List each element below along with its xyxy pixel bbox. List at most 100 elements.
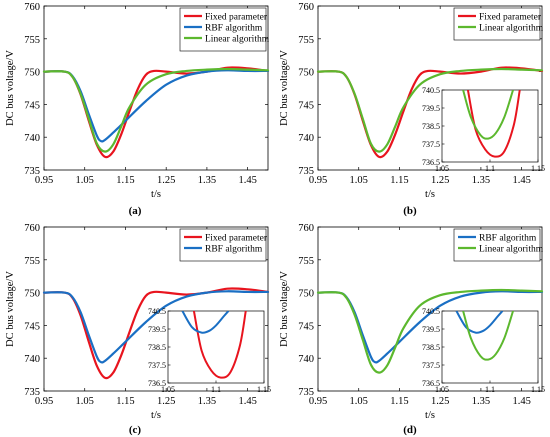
legend-label: RBF algorithm — [205, 245, 263, 255]
panel-caption: (c) — [129, 424, 142, 436]
x-tick-label: 1.25 — [431, 396, 449, 407]
inset-series-line-red — [192, 311, 247, 379]
inset-y-tick-label: 737.5 — [422, 140, 440, 149]
x-tick-label: 1.05 — [350, 396, 368, 407]
inset-y-tick-label: 737.5 — [148, 361, 166, 370]
y-tick-label: 750 — [298, 68, 314, 79]
y-tick-label: 735 — [298, 166, 314, 177]
inset-x-tick-label: 1.05 — [435, 385, 449, 394]
x-tick-label: 1.15 — [390, 396, 408, 407]
inset-series-line-blue — [455, 311, 504, 334]
inset-frame — [441, 310, 539, 384]
x-tick-label: 1.45 — [512, 396, 530, 407]
inset-series-line-green — [462, 90, 514, 140]
chart-panel-c: 0.95 1.05 1.15 1.25 1.35 1.45 735 740 745 750 755 7… — [5, 223, 271, 436]
panel-caption: (b) — [403, 205, 417, 217]
x-tick-label: 0.95 — [35, 396, 53, 407]
x-tick-label: 1.25 — [157, 175, 175, 186]
y-tick-label: 760 — [24, 223, 40, 234]
legend-label: Fixed parameter — [479, 13, 542, 23]
y-tick-label: 740 — [24, 133, 40, 144]
legend-box — [453, 228, 541, 262]
x-tick-label: 1.35 — [472, 396, 490, 407]
inset-y-tick-label: 736.5 — [148, 379, 166, 388]
inset-y-tick-label: 739.5 — [148, 325, 166, 334]
chart-panel-d: 0.95 1.05 1.15 1.25 1.35 1.45 735 740 745 750 755 7… — [279, 223, 545, 436]
x-tick-label: 1.15 — [390, 175, 408, 186]
chart-panel-b: 0.95 1.05 1.15 1.25 1.35 1.45 735 740 745 750 755 7… — [279, 2, 545, 217]
y-tick-label: 760 — [298, 223, 314, 234]
inset-series-line-blue — [181, 311, 230, 334]
legend-box — [453, 7, 541, 41]
y-tick-label: 745 — [298, 321, 314, 332]
series-line-green — [316, 288, 544, 374]
inset-y-tick-label: 737.5 — [422, 361, 440, 370]
inset-y-tick-label: 736.5 — [422, 158, 440, 167]
y-tick-label: 735 — [24, 387, 40, 398]
x-tick-label: 1.45 — [238, 396, 256, 407]
y-tick-label: 740 — [298, 354, 314, 365]
inset-y-tick-label: 739.5 — [422, 325, 440, 334]
y-axis-label: DC bus voltage/V — [279, 271, 290, 347]
y-axis-label: DC bus voltage/V — [279, 50, 290, 126]
x-tick-label: 1.35 — [198, 175, 216, 186]
x-tick-label: 0.95 — [309, 396, 327, 407]
y-tick-label: 740 — [24, 354, 40, 365]
inset-y-tick-label: 736.5 — [422, 379, 440, 388]
y-tick-label: 745 — [24, 100, 40, 111]
x-axis-label: t/s — [425, 189, 435, 200]
inset-frame — [441, 89, 539, 163]
series-line-blue — [42, 290, 270, 364]
y-tick-label: 740 — [298, 133, 314, 144]
chart-panel-a: 0.95 1.05 1.15 1.25 1.35 1.45 735 740 745 750 755 7… — [5, 2, 270, 217]
y-tick-label: 750 — [24, 68, 40, 79]
inset-zoom: 1.05 1.1 1.15 736.5 737.5 738.5 739.5 740.5 — [422, 86, 545, 173]
y-tick-label: 745 — [298, 100, 314, 111]
x-axis-label: t/s — [425, 410, 435, 421]
x-tick-label: 1.45 — [512, 175, 530, 186]
x-tick-label: 1.05 — [76, 175, 94, 186]
y-tick-label: 735 — [24, 166, 40, 177]
y-tick-label: 755 — [24, 35, 40, 46]
inset-x-tick-label: 1.1 — [485, 164, 495, 173]
inset-zoom: 1.05 1.1 1.15 736.5 737.5 738.5 739.5 740.5 — [422, 307, 545, 394]
inset-y-tick-label: 740.5 — [422, 86, 440, 95]
inset-y-tick-label: 739.5 — [422, 104, 440, 113]
legend-label: Linear algorithm — [479, 24, 544, 34]
inset-y-tick-label: 738.5 — [422, 343, 440, 352]
y-tick-label: 755 — [298, 256, 314, 267]
inset-x-tick-label: 1.05 — [435, 164, 449, 173]
y-tick-label: 750 — [24, 289, 40, 300]
x-tick-label: 1.05 — [350, 175, 368, 186]
y-tick-label: 760 — [298, 2, 314, 13]
inset-x-tick-label: 1.05 — [161, 385, 175, 394]
inset-y-tick-label: 738.5 — [422, 122, 440, 131]
inset-x-tick-label: 1.15 — [531, 385, 545, 394]
series-line-green — [42, 67, 270, 153]
y-tick-label: 760 — [24, 2, 40, 13]
inset-frame — [167, 310, 265, 384]
y-tick-label: 755 — [24, 256, 40, 267]
x-tick-label: 1.45 — [238, 175, 256, 186]
inset-x-tick-label: 1.15 — [257, 385, 271, 394]
inset-x-tick-label: 1.1 — [485, 385, 495, 394]
x-tick-label: 0.95 — [35, 175, 53, 186]
y-tick-label: 735 — [298, 387, 314, 398]
legend-label: Linear algorithm — [479, 245, 544, 255]
legend-label: RBF algorithm — [205, 24, 263, 34]
inset-x-tick-label: 1.1 — [211, 385, 221, 394]
inset-y-tick-label: 738.5 — [148, 343, 166, 352]
x-axis-label: t/s — [151, 189, 161, 200]
y-tick-label: 755 — [298, 35, 314, 46]
y-axis-label: DC bus voltage/V — [5, 50, 16, 126]
legend-label: RBF algorithm — [479, 234, 537, 244]
inset-y-tick-label: 740.5 — [148, 307, 166, 316]
y-tick-label: 750 — [298, 289, 314, 300]
y-axis-label: DC bus voltage/V — [5, 271, 16, 347]
x-tick-label: 1.25 — [431, 175, 449, 186]
series-line-green — [316, 67, 544, 153]
